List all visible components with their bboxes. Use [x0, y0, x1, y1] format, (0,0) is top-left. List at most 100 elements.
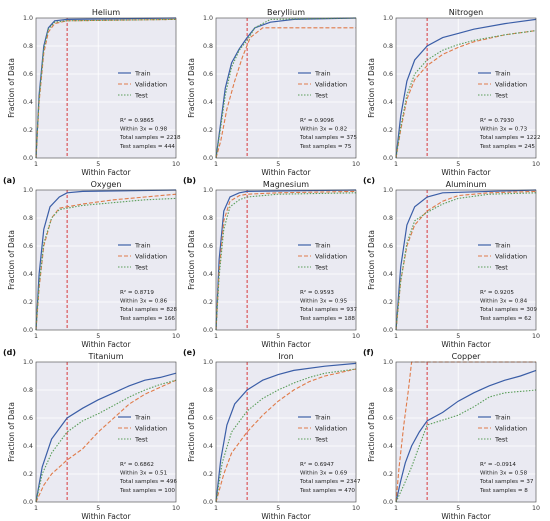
y-tick-label: 0.6 — [383, 415, 393, 422]
y-tick-label: 0.0 — [203, 155, 213, 162]
y-tick-label: 0.8 — [23, 387, 33, 394]
series-line-test — [35, 18, 177, 159]
stat-line: Within 3x = 0.69 — [300, 471, 348, 477]
series-line-train — [215, 362, 357, 503]
stat-line: Within 3x = 0.51 — [120, 471, 168, 477]
series-line-validation — [215, 27, 356, 159]
panel-beryllium: Beryllium 0.0 0.2 0.4 0.6 0.8 1.0 1 5 10 Within Fa… — [183, 8, 360, 185]
plot-background — [396, 18, 536, 158]
panel-magnesium: Magnesium 0.0 0.2 0.4 0.6 0.8 1.0 1 5 10 Within Fa… — [183, 180, 360, 357]
y-axis-label: Fraction of Data — [187, 402, 196, 462]
plot-frame — [215, 17, 357, 159]
x-tick-label: 5 — [276, 333, 280, 340]
panel-iron: Iron 0.0 0.2 0.4 0.6 0.8 1.0 1 5 10 Within Factor F… — [183, 352, 361, 521]
series-line-test — [215, 192, 357, 331]
stat-line: Total samples = 1222 — [479, 135, 541, 141]
x-tick-label: 5 — [276, 505, 280, 512]
x-tick-label: 5 — [276, 161, 280, 168]
x-axis-label: Within Factor — [81, 168, 131, 177]
stat-line: Test samples = 75 — [299, 144, 352, 150]
stat-line: Within 3x = 0.86 — [120, 299, 168, 305]
y-tick-label: 0.8 — [23, 215, 33, 222]
series-line-validation — [215, 190, 357, 331]
x-tick-label: 5 — [96, 161, 100, 168]
y-tick-label: 0.6 — [23, 243, 33, 250]
legend-label-validation: Validation — [315, 425, 347, 433]
plot-frame — [35, 361, 177, 503]
x-tick-label: 5 — [456, 333, 460, 340]
y-tick-label: 0.2 — [23, 471, 33, 478]
y-tick-label: 1.0 — [383, 15, 393, 22]
y-tick-label: 1.0 — [203, 359, 213, 366]
legend-label-test: Test — [314, 92, 328, 100]
series-line-validation — [215, 368, 357, 503]
plot-background — [216, 190, 356, 330]
series-line-test — [35, 197, 177, 331]
y-tick-label: 0.0 — [23, 327, 33, 334]
stat-line: Within 3x = 0.73 — [480, 127, 528, 133]
x-axis-label: Within Factor — [261, 340, 311, 349]
panel-title: Aluminum — [446, 180, 487, 189]
plot-frame — [215, 361, 357, 503]
stat-line: Test samples = 470 — [299, 488, 355, 494]
y-tick-label: 1.0 — [23, 15, 33, 22]
series-line-validation — [35, 379, 177, 503]
x-axis-label: Within Factor — [441, 512, 491, 521]
stat-line: R² = 0.8719 — [120, 289, 154, 296]
x-tick-label: 10 — [172, 505, 180, 512]
legend-label-validation: Validation — [135, 253, 167, 261]
y-tick-label: 1.0 — [23, 187, 33, 194]
panel-title: Magnesium — [263, 180, 309, 189]
legend-label-train: Train — [494, 414, 511, 422]
x-tick-label: 1 — [394, 161, 398, 168]
panel-titanium: Titanium 0.0 0.2 0.4 0.6 0.8 1.0 1 5 10 Within Fac… — [3, 352, 180, 521]
subfigure-label: (b) — [183, 176, 196, 185]
y-axis-label: Fraction of Data — [7, 402, 16, 462]
y-tick-label: 0.4 — [203, 271, 213, 278]
y-tick-label: 0.6 — [383, 243, 393, 250]
panel-helium: Helium 0.0 0.2 0.4 0.6 0.8 1.0 1 5 10 Within Facto… — [3, 8, 181, 185]
y-tick-label: 0.6 — [23, 71, 33, 78]
series-line-validation — [395, 30, 537, 159]
plot-frame — [35, 17, 177, 159]
series-line-test — [35, 379, 177, 503]
y-tick-label: 0.8 — [383, 387, 393, 394]
x-axis-label: Within Factor — [81, 340, 131, 349]
stat-line: Total samples = 496 — [119, 479, 177, 485]
subfigure-label: (e) — [183, 348, 196, 357]
plot-frame — [215, 189, 357, 331]
plot-frame — [35, 189, 177, 331]
legend-label-test: Test — [494, 436, 508, 444]
subfigure-label: (c) — [363, 176, 375, 185]
series-line-train — [35, 372, 177, 503]
legend-label-train: Train — [494, 242, 511, 250]
y-tick-label: 0.4 — [383, 443, 393, 450]
panel-title: Beryllium — [267, 8, 305, 17]
series-line-test — [395, 389, 537, 503]
subfigure-label: (d) — [3, 348, 16, 357]
stat-line: Total samples = 309 — [479, 307, 537, 313]
x-tick-label: 5 — [96, 505, 100, 512]
stat-line: R² = 0.6947 — [300, 461, 334, 468]
y-tick-label: 0.6 — [203, 415, 213, 422]
legend-label-train: Train — [134, 414, 151, 422]
y-tick-label: 0.4 — [23, 99, 33, 106]
series-line-train — [35, 189, 177, 331]
plot-background — [216, 18, 356, 158]
y-tick-label: 0.8 — [23, 43, 33, 50]
x-axis-label: Within Factor — [261, 512, 311, 521]
y-tick-label: 0.8 — [203, 387, 213, 394]
y-tick-label: 0.2 — [383, 127, 393, 134]
x-axis-label: Within Factor — [81, 512, 131, 521]
plot-frame — [395, 17, 537, 159]
y-tick-label: 0.8 — [383, 215, 393, 222]
panel-title: Titanium — [87, 352, 123, 361]
panel-title: Iron — [278, 352, 293, 361]
stat-line: Test samples = 166 — [119, 316, 175, 322]
series-line-train — [215, 189, 357, 331]
y-tick-label: 0.2 — [383, 299, 393, 306]
legend-label-validation: Validation — [495, 425, 527, 433]
legend-label-train: Train — [314, 242, 331, 250]
legend-label-train: Train — [314, 70, 331, 78]
series-line-test — [215, 368, 357, 503]
